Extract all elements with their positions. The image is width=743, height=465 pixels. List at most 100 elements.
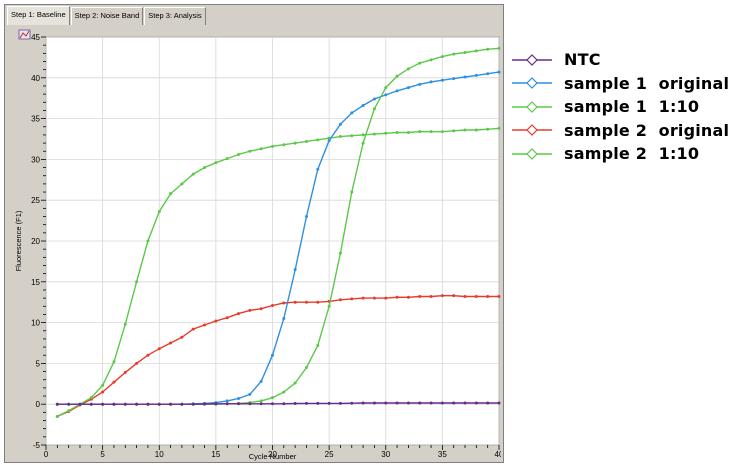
chart-options-icon[interactable] xyxy=(18,29,31,40)
data-point xyxy=(55,414,59,418)
data-point xyxy=(418,61,422,65)
data-point xyxy=(350,190,354,194)
data-point xyxy=(259,402,263,406)
data-point xyxy=(350,111,354,115)
data-point xyxy=(395,130,399,134)
x-tick-label: 35 xyxy=(438,450,447,459)
legend-label: sample 1 original xyxy=(564,73,730,93)
data-point xyxy=(180,182,184,186)
data-point xyxy=(101,402,105,406)
tab-noise-band[interactable]: Step 2: Noise Band xyxy=(70,7,144,25)
legend-swatch xyxy=(512,53,552,66)
x-tick-label: 5 xyxy=(100,450,105,459)
data-point xyxy=(452,52,456,56)
data-point xyxy=(135,402,139,406)
data-point xyxy=(135,361,139,365)
data-point xyxy=(67,402,71,406)
data-point xyxy=(259,379,263,383)
data-point xyxy=(474,401,478,405)
data-point xyxy=(157,402,161,406)
data-point xyxy=(440,78,444,82)
data-point xyxy=(406,86,410,90)
tab-analysis[interactable]: Step 3: Analysis xyxy=(144,7,206,25)
legend-label: sample 1 1:10 xyxy=(564,97,700,117)
data-point xyxy=(146,353,150,357)
y-tick-label: 25 xyxy=(31,196,40,205)
data-point xyxy=(406,295,410,299)
data-point xyxy=(338,401,342,405)
data-point xyxy=(486,294,490,298)
data-point xyxy=(418,401,422,405)
data-point xyxy=(406,130,410,134)
data-point xyxy=(350,297,354,301)
data-point xyxy=(78,402,82,406)
legend-item: sample 1 original xyxy=(510,72,740,96)
data-point xyxy=(304,365,308,369)
data-point xyxy=(395,401,399,405)
data-point xyxy=(316,401,320,405)
x-tick-label: 25 xyxy=(325,450,334,459)
data-point xyxy=(304,300,308,304)
data-point xyxy=(203,166,207,170)
data-point xyxy=(463,401,467,405)
legend-swatch xyxy=(512,100,552,113)
data-point xyxy=(304,215,308,219)
data-point xyxy=(384,131,388,135)
data-point xyxy=(429,58,433,62)
data-point xyxy=(191,327,195,331)
data-point xyxy=(338,135,342,139)
data-point xyxy=(316,300,320,304)
series-line xyxy=(56,127,500,418)
data-point xyxy=(248,402,252,406)
data-point xyxy=(293,381,297,385)
data-point xyxy=(304,139,308,143)
data-point xyxy=(372,107,376,111)
diamond-marker-icon xyxy=(526,100,538,113)
data-point xyxy=(316,138,320,142)
data-point xyxy=(497,294,501,298)
series-line xyxy=(57,295,499,418)
legend-swatch xyxy=(512,147,552,160)
diamond-marker-icon xyxy=(526,77,538,90)
data-point xyxy=(282,390,286,394)
data-point xyxy=(497,46,501,50)
y-tick-label: 20 xyxy=(31,237,40,246)
data-point xyxy=(372,97,376,101)
data-point xyxy=(497,126,501,130)
data-point xyxy=(474,73,478,77)
data-point xyxy=(338,298,342,302)
data-point xyxy=(384,401,388,405)
data-point xyxy=(225,157,229,161)
data-point xyxy=(271,402,274,406)
data-point xyxy=(440,294,444,298)
data-point xyxy=(350,134,354,138)
legend-item: sample 2 original xyxy=(510,119,740,143)
data-point xyxy=(429,130,433,134)
data-point xyxy=(452,129,456,133)
data-point xyxy=(123,322,127,326)
app-window: Step 1: Baseline Step 2: Noise Band Step… xyxy=(4,4,504,463)
data-point xyxy=(282,143,286,147)
y-tick-label: 15 xyxy=(31,278,40,287)
data-point xyxy=(429,401,433,405)
data-point xyxy=(225,402,229,406)
data-point xyxy=(146,402,150,406)
data-point xyxy=(259,399,263,403)
diamond-marker-icon xyxy=(526,53,538,66)
data-point xyxy=(67,409,71,413)
data-point xyxy=(237,396,241,400)
data-point xyxy=(203,323,207,327)
x-tick-label: 10 xyxy=(155,450,164,459)
data-point xyxy=(293,141,297,145)
data-point xyxy=(259,307,263,311)
data-point xyxy=(327,139,331,143)
data-point xyxy=(418,294,422,298)
data-point xyxy=(157,210,161,214)
data-point xyxy=(406,401,410,405)
diamond-marker-icon xyxy=(526,147,538,160)
amplification-chart: 0510152025303540-5051015202530354045Cycl… xyxy=(9,27,501,461)
tab-baseline[interactable]: Step 1: Baseline xyxy=(7,6,70,25)
y-axis-label: Fluorescence (F1) xyxy=(14,210,23,271)
data-point xyxy=(225,399,229,403)
data-point xyxy=(463,51,467,55)
